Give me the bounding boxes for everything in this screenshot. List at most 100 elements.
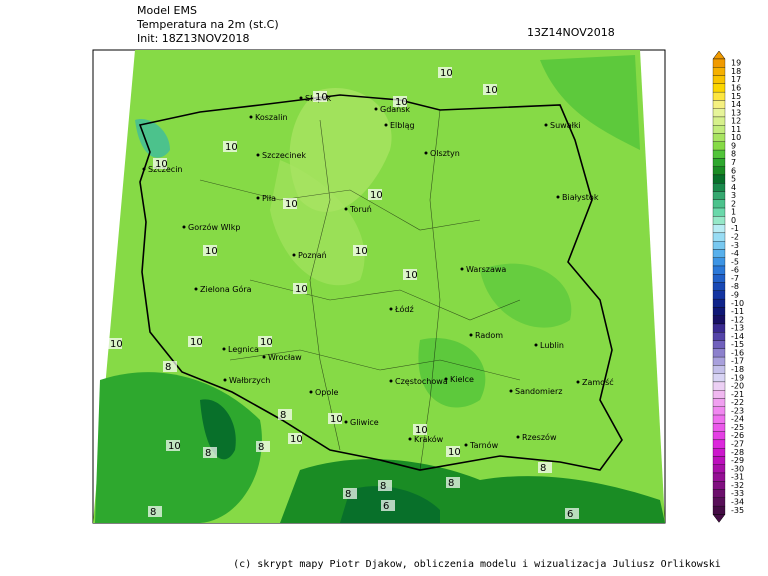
colorbar-swatch — [712, 67, 726, 76]
colorbar-label: -1 — [731, 224, 739, 233]
city-label: Rzeszów — [522, 432, 557, 442]
contour-label-bg — [538, 462, 552, 473]
city-label: Suwałki — [550, 121, 581, 130]
colorbar-label: -6 — [731, 266, 739, 275]
colorbar-swatch — [712, 414, 726, 424]
colorbar-label: -20 — [731, 382, 744, 391]
contour-label-bg — [413, 424, 427, 435]
colorbar-swatch — [712, 133, 726, 142]
contour-label-bg — [283, 198, 297, 209]
colorbar-label: 14 — [731, 100, 741, 109]
colorbar-swatch — [712, 398, 726, 407]
colorbar-swatch — [712, 257, 726, 267]
city-dot — [516, 435, 520, 439]
city-dot — [534, 343, 538, 347]
colorbar-swatch — [712, 332, 726, 341]
colorbar-swatch — [712, 472, 726, 482]
colorbar-swatch — [712, 481, 726, 490]
colorbar-label: -9 — [731, 290, 739, 299]
colorbar-label: -30 — [731, 464, 744, 473]
contour-label: 10 — [315, 92, 328, 103]
contour-label: 10 — [205, 246, 218, 257]
contour-label-bg — [313, 91, 327, 102]
city-label: Kraków — [414, 434, 444, 444]
colorbar-swatch — [712, 448, 726, 457]
contour-label-bg — [223, 141, 237, 152]
colorbar-label: -7 — [731, 274, 739, 283]
contour-label-bg — [163, 361, 177, 372]
colorbar-label: -26 — [731, 431, 744, 440]
colorbar-label: -29 — [731, 456, 744, 465]
contour-label: 6 — [383, 501, 389, 512]
city-dot — [576, 380, 580, 384]
contour-label: 10 — [110, 339, 123, 350]
colorbar-swatch — [712, 199, 726, 209]
contour-label-bg — [203, 447, 217, 458]
contour-label: 8 — [540, 463, 546, 474]
city-label: Kielce — [450, 375, 474, 384]
city-dot — [469, 333, 473, 337]
colorbar-label: -27 — [731, 440, 744, 449]
colorbar-swatch — [712, 348, 726, 358]
city-dot — [424, 151, 428, 155]
colorbar-swatch — [712, 232, 726, 242]
colorbar-label: 6 — [731, 166, 736, 175]
contour-label: 8 — [448, 478, 454, 489]
colorbar-swatch — [712, 224, 726, 234]
city-label: Gliwice — [350, 418, 379, 427]
contour-label: 6 — [567, 509, 573, 520]
contour-label-bg — [293, 283, 307, 294]
colorbar-label: -3 — [731, 241, 739, 250]
colorbar-swatch — [712, 489, 726, 498]
contour-label: 8 — [150, 507, 156, 518]
contour-label: 10 — [260, 337, 273, 348]
mountain-area — [200, 399, 236, 460]
colorbar-swatch — [712, 290, 726, 300]
city-dot — [194, 287, 198, 291]
init-time: Init: 18Z13NOV2018 — [137, 32, 250, 45]
city-label: Piła — [262, 194, 276, 203]
city-label: Koszalin — [255, 113, 288, 122]
colorbar-label: -18 — [731, 365, 744, 374]
colorbar-label: 0 — [731, 216, 736, 225]
colorbar-label: -2 — [731, 233, 739, 242]
city-label: Gdańsk — [380, 105, 410, 114]
colorbar-swatch — [712, 298, 726, 308]
colorbar-label: -5 — [731, 257, 739, 266]
cool-area — [480, 263, 572, 328]
colorbar-swatch — [712, 58, 726, 68]
city-dot — [309, 390, 313, 394]
contour-label-bg — [153, 158, 167, 169]
colorbar-label: -28 — [731, 448, 744, 457]
city-label: Lublin — [540, 341, 564, 350]
colorbar-label: -23 — [731, 406, 744, 415]
credits: (c) skrypt mapy Piotr Djakow, obliczenia… — [233, 559, 721, 570]
colorbar-label: -33 — [731, 489, 744, 498]
city-dot — [556, 195, 560, 199]
colorbar-label: 1 — [731, 208, 736, 217]
contour-label-bg — [203, 245, 217, 256]
city-dot — [460, 267, 464, 271]
colorbar-swatch — [712, 158, 726, 167]
colorbar-swatch — [712, 315, 726, 325]
colorbar-swatch — [712, 390, 726, 399]
city-dot — [464, 443, 468, 447]
model-name: Model EMS — [137, 4, 197, 17]
city-dot — [344, 420, 348, 424]
colorbar-swatch — [712, 141, 726, 151]
colorbar-label: -22 — [731, 398, 744, 407]
contour-label-bg — [278, 409, 292, 420]
colorbar-label: -17 — [731, 357, 744, 366]
city-dot — [544, 123, 548, 127]
contour-label: 10 — [295, 284, 308, 295]
colorbar-label: 18 — [731, 67, 741, 76]
contour-label-bg — [353, 245, 367, 256]
city-dot — [374, 107, 378, 111]
city-label: Zamość — [582, 377, 614, 387]
contour-label: 10 — [285, 199, 298, 210]
contour-label-bg — [403, 269, 417, 280]
city-label: Opole — [315, 388, 338, 397]
city-label: Poznań — [298, 251, 327, 260]
cool-area — [540, 55, 640, 150]
